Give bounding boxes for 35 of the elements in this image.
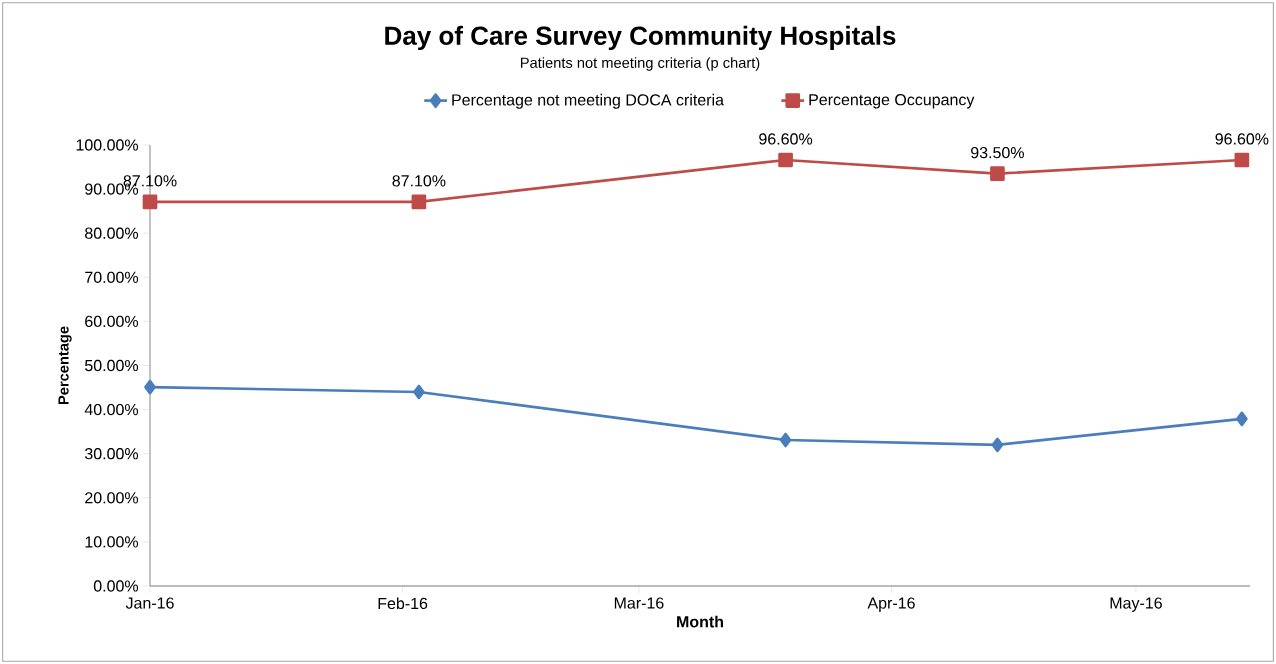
- y-tick-label: 100.00%: [76, 139, 139, 151]
- data-label: 96.60%: [759, 133, 813, 145]
- chart-subtitle: Patients not meeting criteria (p chart): [520, 57, 760, 71]
- y-tick-label: 20.00%: [85, 492, 139, 504]
- data-label: 87.10%: [392, 175, 446, 187]
- data-label: 93.50%: [971, 146, 1024, 159]
- data-label: 96.60%: [1215, 133, 1269, 145]
- legend-label: Percentage Occupancy: [809, 94, 975, 109]
- y-tick-label: 70.00%: [85, 271, 139, 283]
- point: [779, 432, 792, 448]
- x-tick-label: Feb-16: [378, 597, 428, 610]
- y-tick-label: 80.00%: [85, 227, 139, 239]
- point: [142, 194, 158, 210]
- x-tick-label: Mar-16: [614, 597, 664, 609]
- legend-label: Percentage not meeting DOCA criteria: [452, 93, 724, 109]
- point: [990, 166, 1005, 181]
- point: [1234, 152, 1250, 168]
- x-tick-label: Apr-16: [867, 597, 915, 612]
- point: [778, 152, 793, 168]
- x-tick-label: May-16: [1110, 597, 1162, 612]
- y-tick-label: 60.00%: [85, 315, 139, 328]
- y-tick-label: 10.00%: [85, 536, 139, 548]
- chart-title: Day of Care Survey Community Hospitals: [385, 25, 896, 51]
- point: [1236, 411, 1248, 427]
- y-axis-title: Percentage: [58, 326, 72, 405]
- y-tick-label: 30.00%: [84, 448, 139, 460]
- y-tick-label: 0.00%: [93, 580, 139, 592]
- y-tick-label: 50.00%: [85, 359, 139, 372]
- point: [411, 194, 427, 210]
- point: [413, 384, 425, 400]
- point: [991, 437, 1004, 453]
- point: [144, 379, 156, 395]
- x-axis-title: Month: [677, 615, 724, 628]
- x-tick-label: Jan-16: [125, 597, 174, 609]
- y-tick-label: 40.00%: [84, 403, 139, 416]
